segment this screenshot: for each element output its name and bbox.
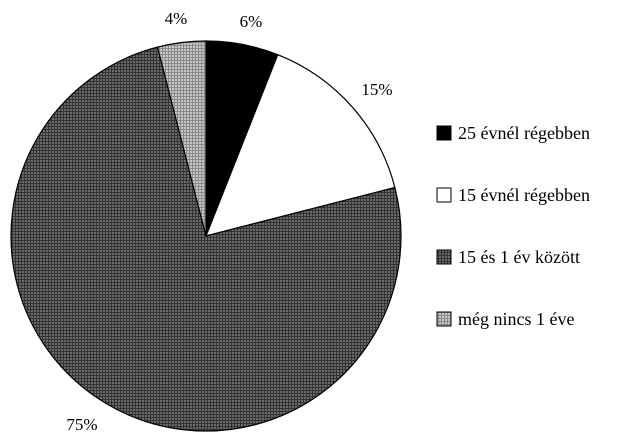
pie-slices: [10, 40, 402, 432]
legend-label-15-evnel-regebben: 15 évnél régebben: [458, 185, 590, 205]
pie-slice-meg-nincs-1-eve: [156, 40, 207, 237]
legend-label-25-evnel-regebben: 25 évnél régebben: [458, 123, 590, 143]
legend-label-15-es-1-ev-kozott: 15 és 1 év között: [458, 247, 580, 267]
pie-slice-15-es-1-ev-kozott: [10, 46, 402, 432]
legend-label-meg-nincs-1-eve: még nincs 1 éve: [458, 309, 574, 329]
legend-swatch-meg-nincs-1-eve: [436, 311, 452, 327]
legend: 25 évnél régebben 15 évnél régebben 15 és …: [436, 123, 590, 329]
legend-swatch-15-evnel-regebben: [436, 187, 452, 203]
pie-slice-15-evnel-regebben: [205, 53, 396, 237]
pie-label-25-evnel-regebben: 6%: [240, 12, 263, 31]
legend-swatch-25-evnel-regebben: [436, 125, 452, 141]
legend-swatch-15-es-1-ev-kozott: [436, 249, 452, 265]
pie-percent-labels: 6% 15% 75% 4%: [66, 9, 392, 432]
pie-label-15-evnel-regebben: 15%: [361, 80, 392, 99]
pie-label-meg-nincs-1-eve: 4%: [165, 9, 188, 28]
pie-label-15-es-1-ev-kozott: 75%: [66, 415, 97, 432]
